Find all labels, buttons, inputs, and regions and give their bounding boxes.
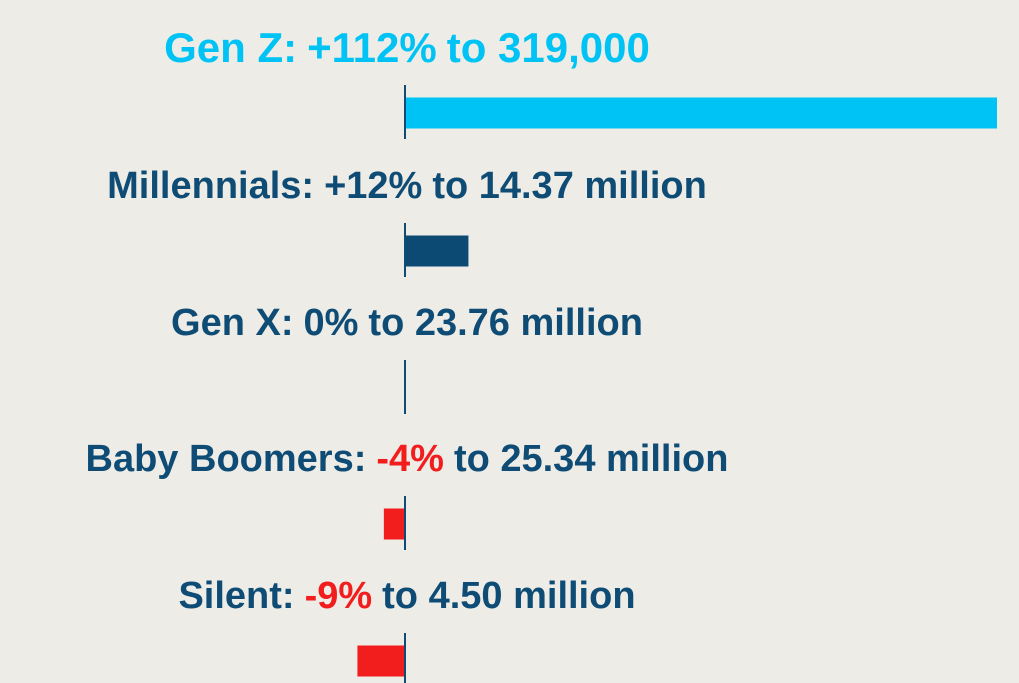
value-label: 0% bbox=[304, 302, 359, 344]
annotation: to 319,000 bbox=[447, 24, 650, 71]
row-label: Millennials: +12% to 14.37 million bbox=[107, 165, 707, 207]
value-label: -4% bbox=[376, 438, 444, 480]
category-label: Baby Boomers: bbox=[86, 438, 367, 480]
bar bbox=[383, 508, 405, 540]
row-label: Gen Z: +112% to 319,000 bbox=[164, 24, 650, 71]
annotation: to 14.37 million bbox=[432, 165, 707, 207]
row-label: Baby Boomers: -4% to 25.34 million bbox=[86, 438, 729, 480]
value-label: +12% bbox=[324, 165, 422, 207]
annotation: to 25.34 million bbox=[454, 438, 729, 480]
value-label: +112% bbox=[307, 24, 437, 71]
value-label: -9% bbox=[305, 575, 373, 617]
bar bbox=[405, 235, 469, 267]
annotation: to 4.50 million bbox=[382, 575, 635, 617]
bar bbox=[357, 645, 405, 677]
category-label: Millennials: bbox=[107, 165, 314, 207]
annotation: to 23.76 million bbox=[368, 302, 643, 344]
category-label: Silent: bbox=[178, 575, 294, 617]
category-label: Gen X: bbox=[171, 302, 293, 344]
row-label: Silent: -9% to 4.50 million bbox=[178, 575, 635, 617]
bar bbox=[405, 97, 997, 129]
category-label: Gen Z: bbox=[164, 24, 297, 71]
row-label: Gen X: 0% to 23.76 million bbox=[171, 302, 643, 344]
